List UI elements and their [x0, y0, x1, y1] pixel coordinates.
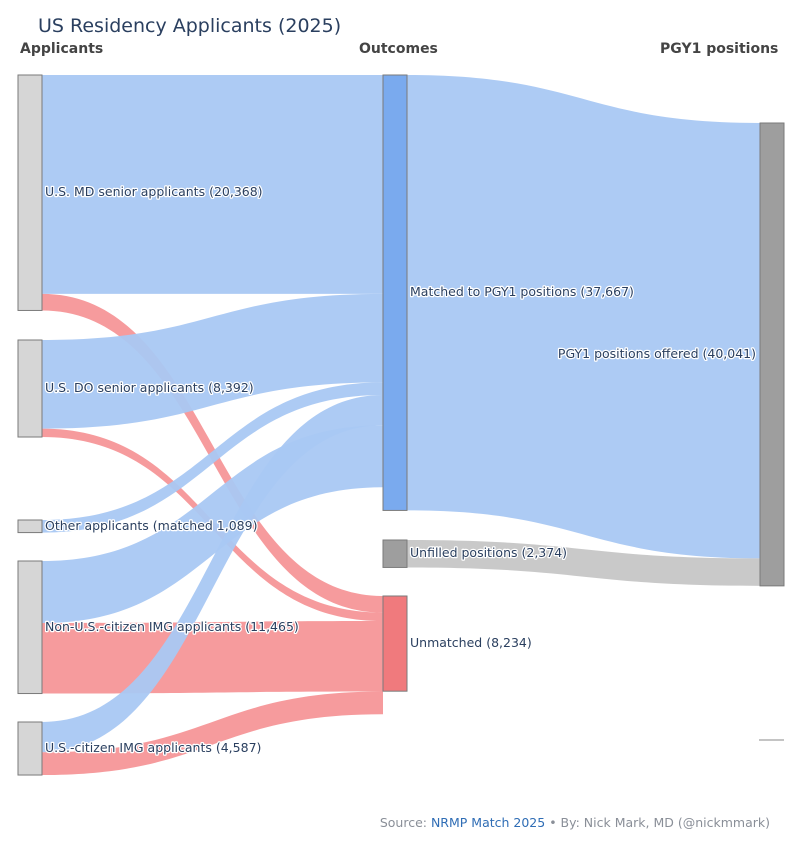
node-label-unmatched: Unmatched (8,234) [410, 635, 532, 650]
nrmp-source-link[interactable]: NRMP Match 2025 [430, 815, 546, 830]
node-label-nonimg: Non-U.S.-citizen IMG applicants (11,465) [45, 619, 299, 634]
link-do-to-matched [42, 293, 383, 429]
link-nonimg-to-matched [42, 425, 383, 624]
link-other-to-matched [42, 382, 383, 533]
column-header-pgy1-positions: PGY1 positions [660, 41, 779, 57]
node-label-other: Other applicants (matched 1,089) [45, 518, 257, 533]
source-footer: Source: NRMP Match 2025 • By: Nick Mark,… [380, 815, 770, 830]
footer-suffix: • By: Nick Mark, MD (@nickmmark) [545, 815, 770, 830]
node-label-unfilled: Unfilled positions (2,374) [410, 545, 567, 560]
node-label-matched: Matched to PGY1 positions (37,667) [410, 284, 634, 299]
node-offered [759, 122, 785, 587]
node-unmatched [382, 595, 408, 692]
node-nonimg [17, 560, 43, 695]
sankey-labels: U.S. MD senior applicants (20,368) U.S. D… [44, 183, 758, 756]
node-label-do: U.S. DO senior applicants (8,392) [45, 380, 254, 395]
link-matched-to-offered [407, 75, 760, 559]
node-label-offered: PGY1 positions offered (40,041) [558, 346, 756, 361]
chart-title: US Residency Applicants (2025) [38, 15, 342, 37]
column-header-outcomes: Outcomes [359, 41, 438, 57]
link-unfilled-to-offered [407, 540, 760, 586]
link-nonimg-to-unmatched [42, 621, 383, 694]
footer-prefix: Source: [379, 815, 431, 830]
node-do [17, 339, 43, 438]
sankey-nodes [17, 74, 785, 776]
sankey-links [42, 75, 760, 776]
node-matched [382, 74, 408, 511]
node-other [17, 519, 43, 534]
node-label-usimg: U.S.-citizen IMG applicants (4,587) [45, 740, 261, 755]
node-md [17, 74, 43, 311]
node-unfilled [382, 539, 408, 568]
link-usimg-to-matched [42, 395, 383, 753]
node-label-md: U.S. MD senior applicants (20,368) [45, 184, 263, 199]
link-usimg-to-unmatched [42, 691, 383, 776]
link-md-to-matched [42, 75, 383, 294]
column-header-applicants: Applicants [20, 41, 104, 57]
node-usimg [17, 721, 43, 776]
